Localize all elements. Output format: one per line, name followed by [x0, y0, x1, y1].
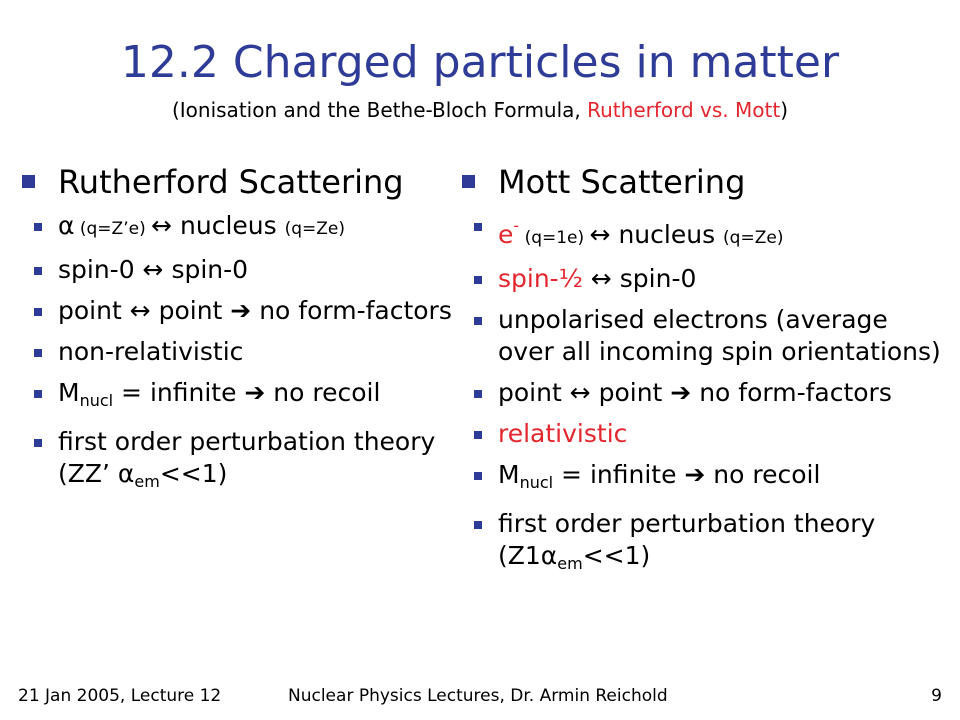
mass-text: = infinite ➔ no recoil: [553, 460, 821, 489]
square-bullet-icon: [474, 390, 482, 398]
alpha-subscript: em: [557, 554, 583, 573]
alpha-subscript: em: [134, 472, 160, 491]
unpolarised-text: unpolarised electrons (average over all …: [498, 305, 941, 366]
list-item: α (q=Z’e) ↔ nucleus (q=Ze): [22, 210, 462, 245]
pert-condition: <<1): [582, 541, 651, 570]
list-item: point ↔ point ➔ no form-factors: [462, 377, 942, 409]
nucleus-charge: (q=Ze): [284, 219, 345, 239]
square-bullet-icon: [34, 223, 42, 231]
nucleus-label: nucleus: [610, 220, 724, 249]
spin-text: spin-0 ↔ spin-0: [58, 255, 249, 284]
slide-title: 12.2 Charged particles in matter: [120, 37, 840, 88]
list-item: point ↔ point ➔ no form-factors: [22, 295, 462, 327]
electron-charge: (q=1e): [519, 228, 590, 248]
list-item: non-relativistic: [22, 336, 462, 368]
list-item: Mnucl = infinite ➔ no recoil: [462, 459, 942, 499]
page-number: 9: [931, 686, 942, 706]
point-text: point ↔ point ➔ no form-factors: [58, 296, 452, 325]
electron-symbol: e: [498, 220, 514, 249]
point-text: point ↔ point ➔ no form-factors: [498, 378, 892, 407]
list-item: first order perturbation theory (Z1αem<<…: [462, 508, 942, 580]
rutherford-column: Rutherford Scattering α (q=Z’e) ↔ nucleu…: [22, 160, 462, 507]
square-bullet-icon: [474, 276, 482, 284]
pert-text: first order perturbation theory (ZZ’: [58, 427, 436, 488]
alpha-charge: (q=Z’e): [74, 219, 152, 239]
list-item: e- (q=1e) ↔ nucleus (q=Ze): [462, 210, 942, 254]
nucleus-label: nucleus: [172, 211, 285, 240]
arrow-icon: ↔: [589, 220, 611, 249]
square-bullet-icon: [474, 317, 482, 325]
subtitle-highlight: Rutherford vs. Mott: [587, 98, 781, 122]
square-bullet-icon: [34, 308, 42, 316]
alpha-symbol: α: [58, 211, 75, 240]
subtitle-close: ): [780, 98, 789, 122]
mott-heading-text: Mott Scattering: [498, 163, 746, 201]
mass-subscript: nucl: [79, 391, 114, 410]
nucleus-charge: (q=Ze): [723, 228, 784, 248]
square-bullet-icon: [474, 472, 482, 480]
alpha-symbol: α: [540, 541, 558, 570]
footer-course: Nuclear Physics Lectures, Dr. Armin Reic…: [288, 686, 668, 706]
rutherford-heading: Rutherford Scattering: [22, 160, 462, 204]
pert-condition: <<1): [159, 459, 228, 488]
mott-column: Mott Scattering e- (q=1e) ↔ nucleus (q=Z…: [462, 160, 942, 589]
alpha-symbol: α: [117, 459, 135, 488]
arrow-icon: ↔: [151, 211, 173, 240]
slide-subtitle: (Ionisation and the Bethe-Bloch Formula,…: [0, 96, 960, 124]
square-bullet-icon: [34, 390, 42, 398]
list-item: spin-0 ↔ spin-0: [22, 254, 462, 286]
square-bullet-icon: [34, 349, 42, 357]
list-item: unpolarised electrons (average over all …: [462, 304, 942, 368]
rutherford-heading-text: Rutherford Scattering: [58, 163, 404, 201]
mass-subscript: nucl: [519, 473, 554, 492]
electron-charge-sign: -: [513, 216, 520, 235]
list-item: first order perturbation theory (ZZ’ αem…: [22, 426, 462, 498]
nonrel-text: non-relativistic: [58, 337, 244, 366]
square-bullet-icon: [474, 431, 482, 439]
mass-symbol: M: [58, 378, 80, 407]
spin-half-text: spin-½: [498, 264, 583, 293]
relativistic-text: relativistic: [498, 419, 628, 448]
square-bullet-icon: [462, 175, 475, 188]
spin-text: ↔ spin-0: [582, 264, 697, 293]
subtitle-open: (Ionisation and the Bethe-Bloch Formula,: [171, 98, 588, 122]
rutherford-list: α (q=Z’e) ↔ nucleus (q=Ze) spin-0 ↔ spin…: [22, 210, 462, 498]
square-bullet-icon: [34, 267, 42, 275]
square-bullet-icon: [474, 223, 482, 231]
mott-heading: Mott Scattering: [462, 160, 942, 204]
footer-date: 21 Jan 2005, Lecture 12: [18, 686, 222, 706]
square-bullet-icon: [34, 439, 42, 447]
square-bullet-icon: [474, 521, 482, 529]
pert-text: first order perturbation theory (Z1: [498, 509, 876, 570]
list-item: spin-½ ↔ spin-0: [462, 263, 942, 295]
mott-list: e- (q=1e) ↔ nucleus (q=Ze) spin-½ ↔ spin…: [462, 210, 942, 580]
list-item: relativistic: [462, 418, 942, 450]
list-item: Mnucl = infinite ➔ no recoil: [22, 377, 462, 417]
square-bullet-icon: [22, 175, 35, 188]
mass-symbol: M: [498, 460, 520, 489]
mass-text: = infinite ➔ no recoil: [113, 378, 381, 407]
